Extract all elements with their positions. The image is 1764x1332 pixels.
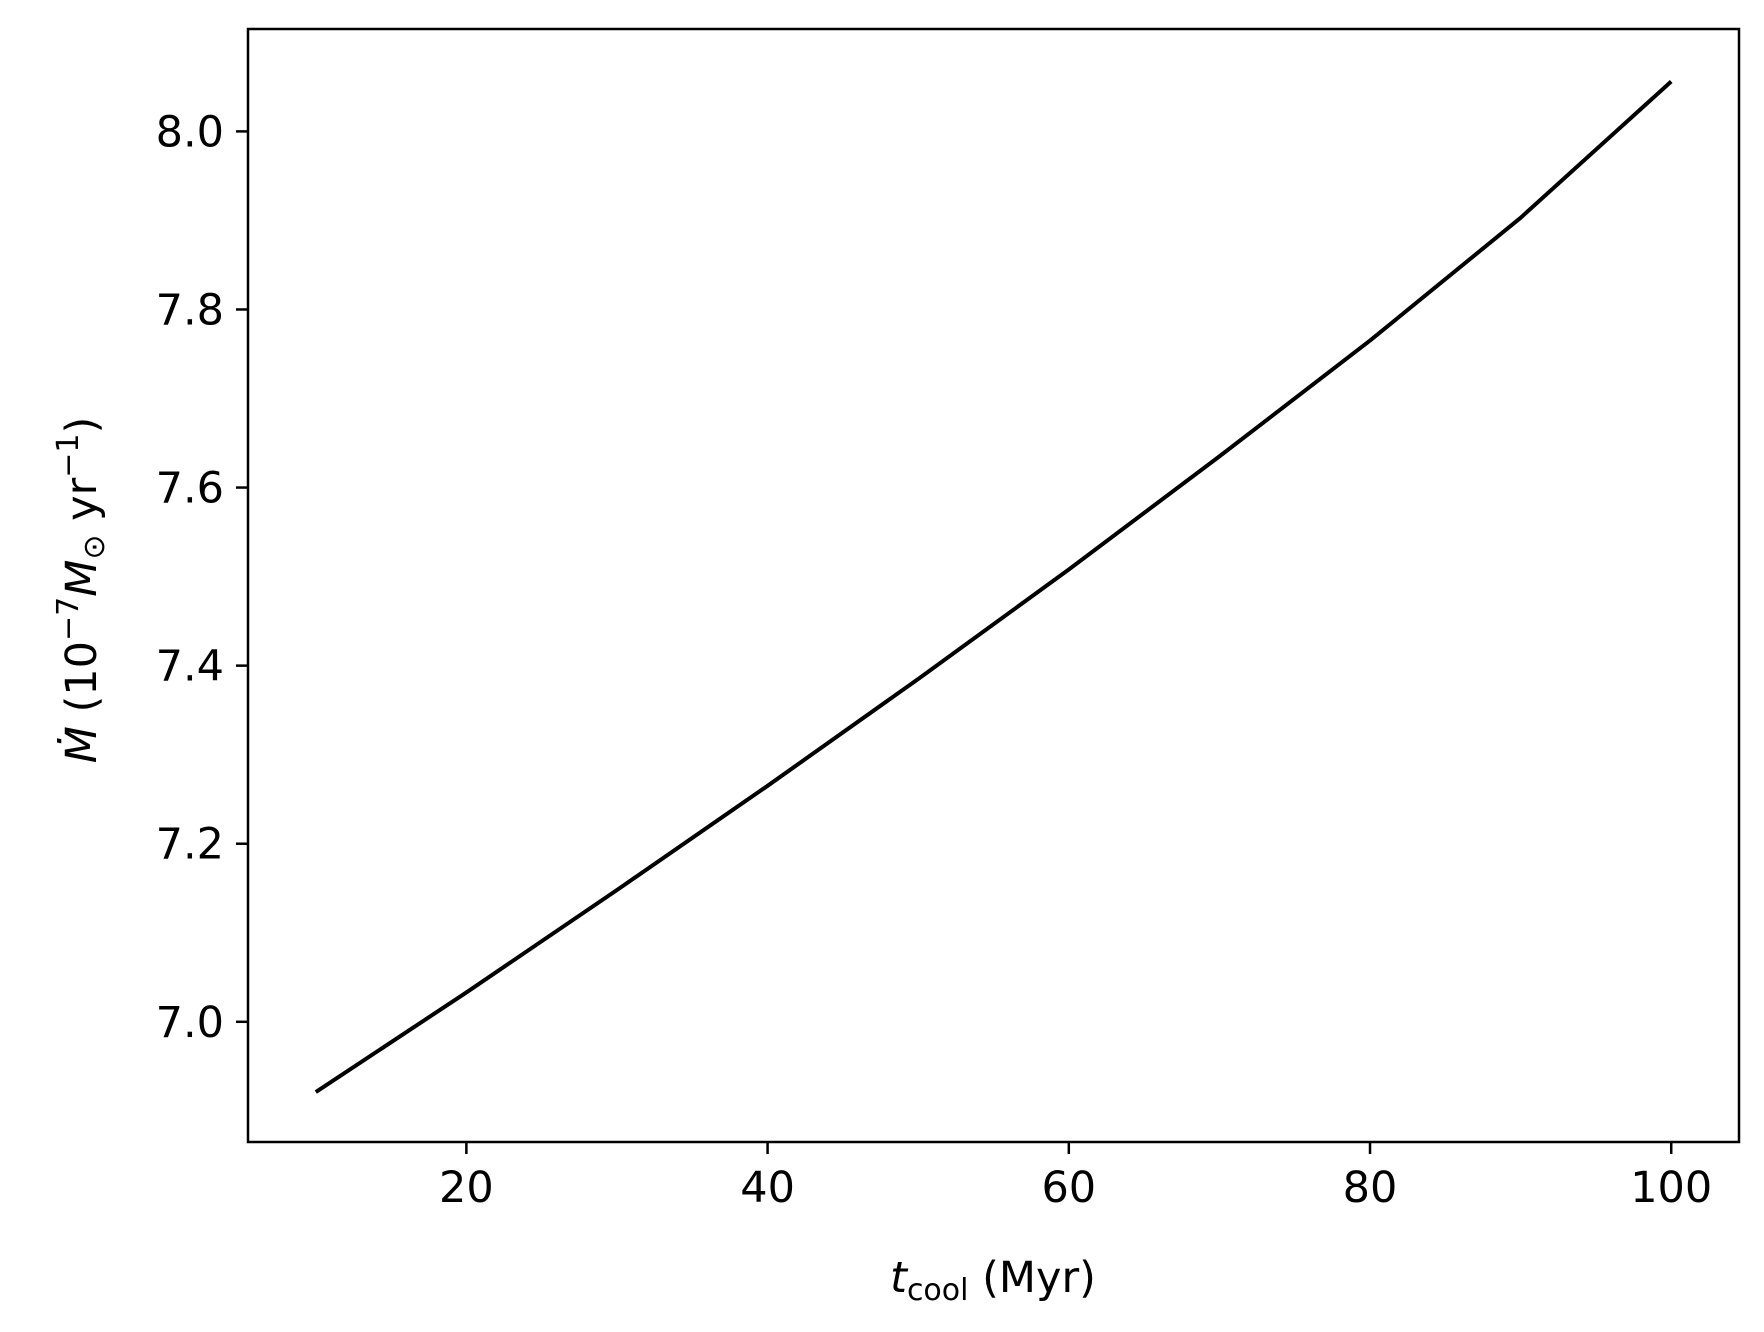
x-tick-label: 80 <box>1343 1163 1398 1213</box>
x-tick-label: 100 <box>1630 1163 1712 1213</box>
y-axis-label-symbol: Ṁ <box>56 726 107 763</box>
y-axis-label-unit: yr <box>57 477 107 534</box>
x-axis-label-unit: (Myr) <box>968 1253 1095 1303</box>
plot-area <box>246 27 1741 1144</box>
plot-frame <box>246 27 1741 1144</box>
x-axis-ticks: 20 40 60 80 100 <box>439 1142 1712 1213</box>
x-tick-label: 20 <box>439 1163 494 1213</box>
x-axis-label-symbol: t <box>890 1253 909 1303</box>
y-axis-label-open: (10 <box>57 641 107 726</box>
y-tick-label: 8.0 <box>156 107 224 157</box>
series-layer <box>314 80 1673 1094</box>
y-axis-label: Ṁ (10−7M⊙ yr−1) <box>51 417 112 764</box>
y-tick-label: 7.2 <box>156 820 224 870</box>
y-tick-label: 7.8 <box>156 285 224 335</box>
y-axis-ticks: 7.0 7.2 7.4 7.6 7.8 8.0 <box>156 107 248 1048</box>
x-tick-label: 60 <box>1041 1163 1096 1213</box>
y-tick-label: 7.0 <box>156 998 224 1048</box>
y-tick-label: 7.4 <box>156 642 224 692</box>
y-tick-label: 7.6 <box>156 464 224 514</box>
y-axis-label-exponent: −7 <box>51 597 86 641</box>
y-axis-label-close: ) <box>57 417 107 434</box>
series-line-0 <box>314 80 1673 1094</box>
x-tick-label: 40 <box>740 1163 795 1213</box>
y-axis-label-unit-exponent: −1 <box>51 433 86 477</box>
y-axis-label-mass: M <box>57 560 107 597</box>
x-axis-label: tcool (Myr) <box>890 1253 1096 1308</box>
y-axis-label-sun: ⊙ <box>77 535 112 560</box>
x-axis-label-subscript: cool <box>907 1273 969 1308</box>
